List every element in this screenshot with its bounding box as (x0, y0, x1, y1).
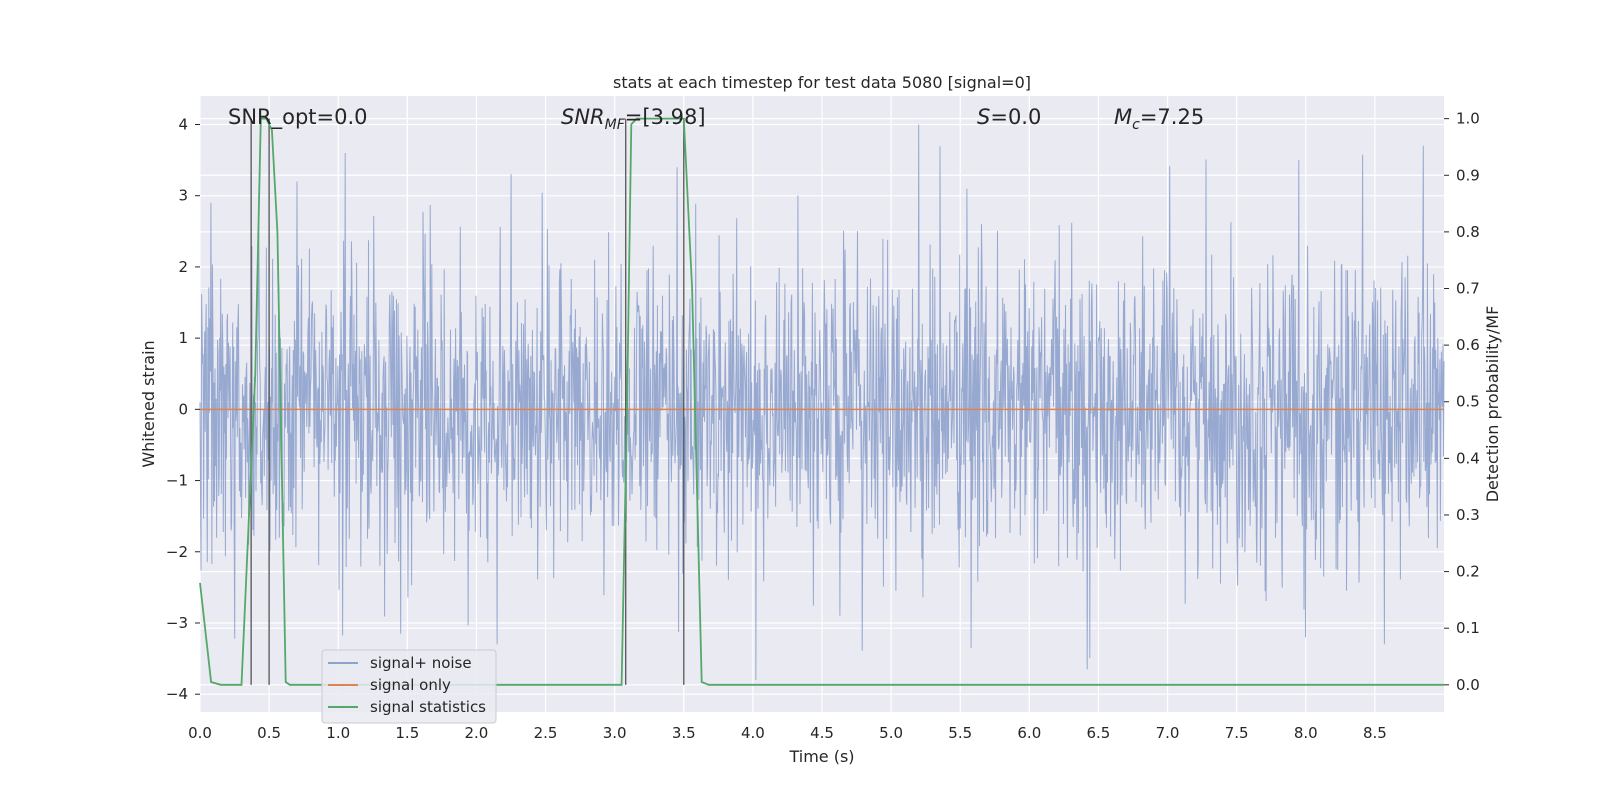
series-signal-noise (199, 124, 1445, 681)
y-tick-label: 3 (178, 187, 188, 205)
y-tick-label: 4 (178, 115, 188, 133)
annotation-mc-main: M (1114, 105, 1132, 129)
x-tick-label: 1.5 (395, 724, 419, 742)
x-tick-label: 1.0 (326, 724, 350, 742)
x-tick-label: 7.0 (1156, 724, 1180, 742)
annotation-snr-mf: SNRMF=[3.98] (561, 105, 706, 133)
y2-tick-label: 0.0 (1456, 676, 1480, 694)
x-tick-label: 7.5 (1225, 724, 1249, 742)
y2-tick-label: 0.4 (1456, 449, 1480, 467)
x-tick-label: 2.5 (534, 724, 558, 742)
x-tick-label: 3.5 (672, 724, 696, 742)
y2-tick-label: 0.9 (1456, 166, 1480, 184)
vertical-markers (250, 118, 685, 685)
y-tick-label: 1 (178, 329, 188, 347)
y-axis-label: Whitened strain (139, 340, 158, 467)
x-tick-label: 3.0 (603, 724, 627, 742)
y-tick-label: −1 (166, 472, 188, 490)
y2-tick-label: 0.1 (1456, 619, 1480, 637)
y2-tick-label: 0.7 (1456, 280, 1480, 298)
y2-axis-label: Detection probability/MF (1483, 306, 1502, 503)
x-tick-label: 5.0 (879, 724, 903, 742)
y-tick-label: −2 (166, 543, 188, 561)
annotation-snr-mf-main: SNR (561, 105, 605, 129)
x-tick-label: 4.5 (810, 724, 834, 742)
x-tick-label: 2.0 (465, 724, 489, 742)
annotation-mc: Mc=7.25 (1114, 105, 1204, 133)
y2-tick-labels: 1.0 0.9 0.8 0.7 0.6 0.5 0.4 0.3 0.2 0.1 0.0 (1444, 110, 1480, 694)
annotation-snr-mf-value: =[3.98] (625, 105, 706, 129)
y2-tick-label: 0.3 (1456, 506, 1480, 524)
legend-box (321, 649, 497, 724)
x-tick-label: 6.5 (1087, 724, 1111, 742)
y2-tick-label: 0.6 (1456, 336, 1480, 354)
y-tick-labels: 4 3 2 1 0 −1 −2 −3 −4 (166, 115, 200, 703)
x-axis-label: Time (s) (788, 747, 854, 766)
annotation-mc-sub: c (1132, 117, 1140, 133)
annotation-mc-value: =7.25 (1140, 105, 1204, 129)
y-tick-label: −3 (166, 614, 188, 632)
annotation-snr-mf-sub: MF (605, 117, 626, 133)
annotation-s-value: =0.0 (990, 105, 1041, 129)
x-tick-label: 8.0 (1294, 724, 1318, 742)
signal-noise-line (199, 124, 1445, 681)
annotation-s: S=0.0 (977, 105, 1041, 129)
x-tick-label: 0.0 (188, 724, 212, 742)
legend-label-signal-only: signal only (370, 676, 451, 694)
annotation-s-main: S (977, 105, 990, 129)
y2-tick-label: 0.5 (1456, 393, 1480, 411)
y-tick-label: 0 (178, 400, 188, 418)
x-tick-label: 8.5 (1363, 724, 1387, 742)
legend-label-signal-statistics: signal statistics (370, 698, 486, 716)
legend-label-signal-noise: signal+ noise (370, 654, 472, 672)
x-tick-labels: 0.0 0.5 1.0 1.5 2.0 2.5 3.0 3.5 4.0 4.5 5.0 5.5 6.0 6… (188, 724, 1387, 742)
x-tick-label: 6.0 (1017, 724, 1041, 742)
y2-tick-label: 0.8 (1456, 223, 1480, 241)
x-tick-label: 5.5 (948, 724, 972, 742)
y-tick-label: −4 (166, 685, 188, 703)
x-tick-label: 4.0 (741, 724, 765, 742)
legend: signal+ noise signal only signal statist… (321, 649, 497, 724)
y2-tick-label: 0.2 (1456, 563, 1480, 581)
chart-title: stats at each timestep for test data 508… (613, 73, 1031, 92)
y-tick-label: 2 (178, 258, 188, 276)
annotation-snr-opt: SNR_opt=0.0 (228, 105, 368, 130)
x-tick-label: 0.5 (257, 724, 281, 742)
y2-tick-label: 1.0 (1456, 110, 1480, 128)
